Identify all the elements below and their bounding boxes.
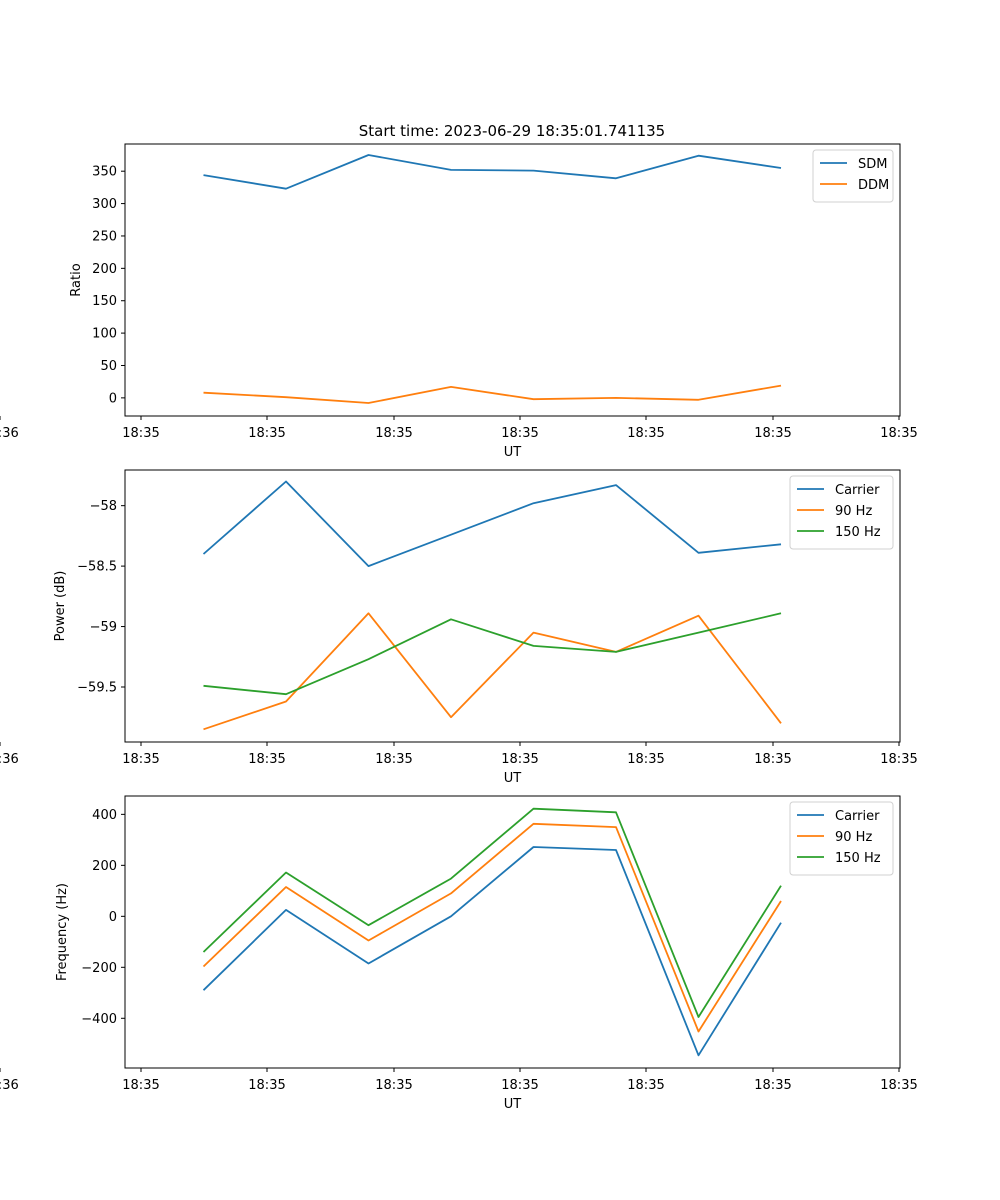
x-tick-label: 18:35 bbox=[627, 426, 664, 441]
x-tick-label: 18:35 bbox=[248, 752, 285, 767]
y-tick-label: 100 bbox=[92, 327, 117, 342]
x-tick-label: 18:35 bbox=[122, 426, 159, 441]
series-line-150-hz bbox=[202, 807, 782, 1018]
axes-frame bbox=[124, 143, 901, 417]
legend: Carrier 90 Hz 150 Hz bbox=[789, 801, 894, 876]
series-line-150-hz bbox=[203, 612, 782, 696]
y-tick-label: −59 bbox=[90, 620, 117, 635]
x-tick-label: 18:35 bbox=[754, 752, 791, 767]
y-tick-label: 0 bbox=[109, 391, 117, 406]
y-tick-label: −58 bbox=[90, 499, 117, 514]
x-tick-label: 18:35 bbox=[501, 1078, 538, 1093]
y-axis-label: Frequency (Hz) bbox=[55, 883, 70, 981]
subplot-2: 18:35 18:35 18:35 18:35 18:35 18:35 18:35 18:36… bbox=[0, 469, 918, 786]
legend-label: DDM bbox=[858, 178, 889, 193]
subplot-1: 18:35 18:35 18:35 18:35 18:35 18:35 18:35 18:36… bbox=[0, 143, 918, 460]
y-tick-label: 150 bbox=[92, 294, 117, 309]
x-tick-label: 18:35 bbox=[248, 1078, 285, 1093]
legend: Carrier 90 Hz 150 Hz bbox=[789, 475, 894, 550]
x-tick-label: 18:35 bbox=[880, 752, 917, 767]
x-tick-label: 18:35 bbox=[501, 426, 538, 441]
y-tick-label: 350 bbox=[92, 165, 117, 180]
series-line-carrier bbox=[202, 846, 782, 1057]
x-tick-label: 18:35 bbox=[880, 426, 917, 441]
y-tick-label: 200 bbox=[92, 262, 117, 277]
x-axis-label: UT bbox=[504, 771, 522, 786]
series-line-carrier bbox=[202, 480, 782, 567]
x-tick-label: 18:35 bbox=[880, 1078, 917, 1093]
x-tick-label: 18:35 bbox=[501, 752, 538, 767]
legend-label: Carrier bbox=[835, 483, 880, 498]
figure-title: Start time: 2023-06-29 18:35:01.741135 bbox=[359, 122, 665, 140]
y-tick-label: −400 bbox=[81, 1012, 117, 1027]
x-tick-label: 18:35 bbox=[375, 426, 412, 441]
y-tick-label: 400 bbox=[92, 808, 117, 823]
legend-label: 90 Hz bbox=[835, 504, 872, 519]
series-line-sdm bbox=[203, 154, 782, 190]
series-line-90-hz bbox=[202, 822, 782, 1033]
y-tick-label: −200 bbox=[81, 961, 117, 976]
x-tick-label: 18:35 bbox=[627, 752, 664, 767]
legend-label: 150 Hz bbox=[835, 851, 881, 866]
x-tick-label: 18:35 bbox=[122, 752, 159, 767]
y-tick-label: 300 bbox=[92, 197, 117, 212]
y-axis-label: Power (dB) bbox=[53, 571, 68, 642]
y-tick-label: 250 bbox=[92, 229, 117, 244]
x-tick-label: 18:35 bbox=[122, 1078, 159, 1093]
series-line-ddm bbox=[203, 384, 782, 404]
y-tick-label: −58.5 bbox=[77, 560, 117, 575]
x-tick-label: 18:35 bbox=[627, 1078, 664, 1093]
legend-label: Carrier bbox=[835, 809, 880, 824]
x-tick-label: 18:35 bbox=[248, 426, 285, 441]
subplot-3: 18:35 18:35 18:35 18:35 18:35 18:35 18:35 18:36… bbox=[0, 795, 918, 1112]
legend-label: 150 Hz bbox=[835, 525, 881, 540]
x-axis-label: UT bbox=[504, 445, 522, 460]
x-tick-label: 18:35 bbox=[375, 1078, 412, 1093]
series-line-90-hz bbox=[203, 612, 782, 731]
y-axis-label: Ratio bbox=[69, 263, 84, 296]
axes-frame bbox=[124, 795, 901, 1069]
x-tick-label: 18:36 bbox=[0, 426, 19, 441]
legend-label: SDM bbox=[858, 157, 887, 172]
x-tick-label: 18:36 bbox=[0, 752, 19, 767]
y-tick-label: 0 bbox=[109, 910, 117, 925]
legend: SDM DDM bbox=[812, 149, 894, 203]
x-axis-label: UT bbox=[504, 1097, 522, 1112]
y-tick-label: 50 bbox=[100, 359, 117, 374]
y-tick-label: −59.5 bbox=[77, 680, 117, 695]
x-tick-label: 18:35 bbox=[375, 752, 412, 767]
legend-label: 90 Hz bbox=[835, 830, 872, 845]
y-tick-label: 200 bbox=[92, 859, 117, 874]
x-tick-label: 18:35 bbox=[754, 1078, 791, 1093]
x-tick-label: 18:35 bbox=[754, 426, 791, 441]
x-tick-label: 18:36 bbox=[0, 1078, 19, 1093]
axes-frame bbox=[124, 469, 901, 743]
